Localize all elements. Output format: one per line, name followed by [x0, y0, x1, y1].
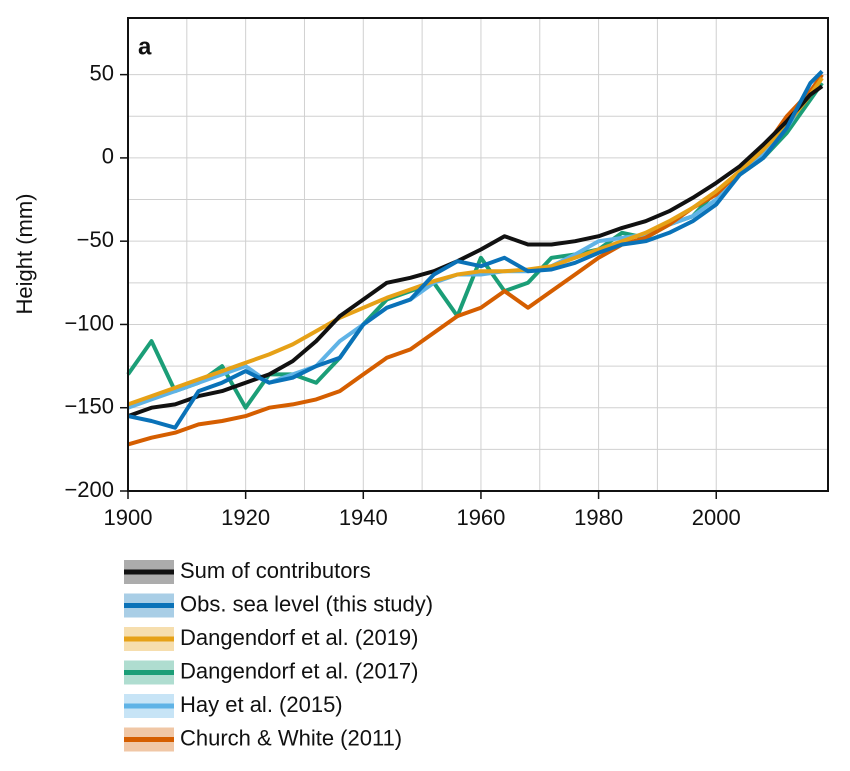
- y-tick-label: −150: [64, 394, 114, 419]
- panel-label: a: [138, 33, 152, 60]
- series-line: [127, 84, 824, 418]
- x-tick-label: 1920: [221, 505, 270, 530]
- x-tick-label: 1980: [574, 505, 623, 530]
- series-line: [127, 73, 824, 410]
- x-tick-label: 1940: [339, 505, 388, 530]
- legend-label: Dangendorf et al. (2019): [180, 625, 419, 650]
- series-line: [127, 76, 824, 407]
- y-tick-label: −100: [64, 310, 114, 335]
- plot-frame: [127, 17, 829, 492]
- legend-label: Church & White (2011): [180, 725, 402, 750]
- y-tick-label: −200: [64, 477, 114, 502]
- legend-label: Hay et al. (2015): [180, 692, 343, 717]
- x-tick-label: 1900: [104, 505, 153, 530]
- y-tick-label: −50: [77, 227, 114, 252]
- series-line: [126, 81, 824, 410]
- legend-label: Obs. sea level (this study): [180, 591, 433, 616]
- legend-label: Sum of contributors: [180, 558, 371, 583]
- y-axis-label: Height (mm): [12, 193, 37, 314]
- y-tick-label: 0: [102, 144, 114, 169]
- x-tick-label: 2000: [692, 505, 741, 530]
- y-tick-label: 50: [90, 60, 114, 85]
- legend-label: Dangendorf et al. (2017): [180, 658, 419, 683]
- series-line: [127, 73, 824, 447]
- x-tick-label: 1960: [456, 505, 505, 530]
- series-line: [127, 69, 824, 430]
